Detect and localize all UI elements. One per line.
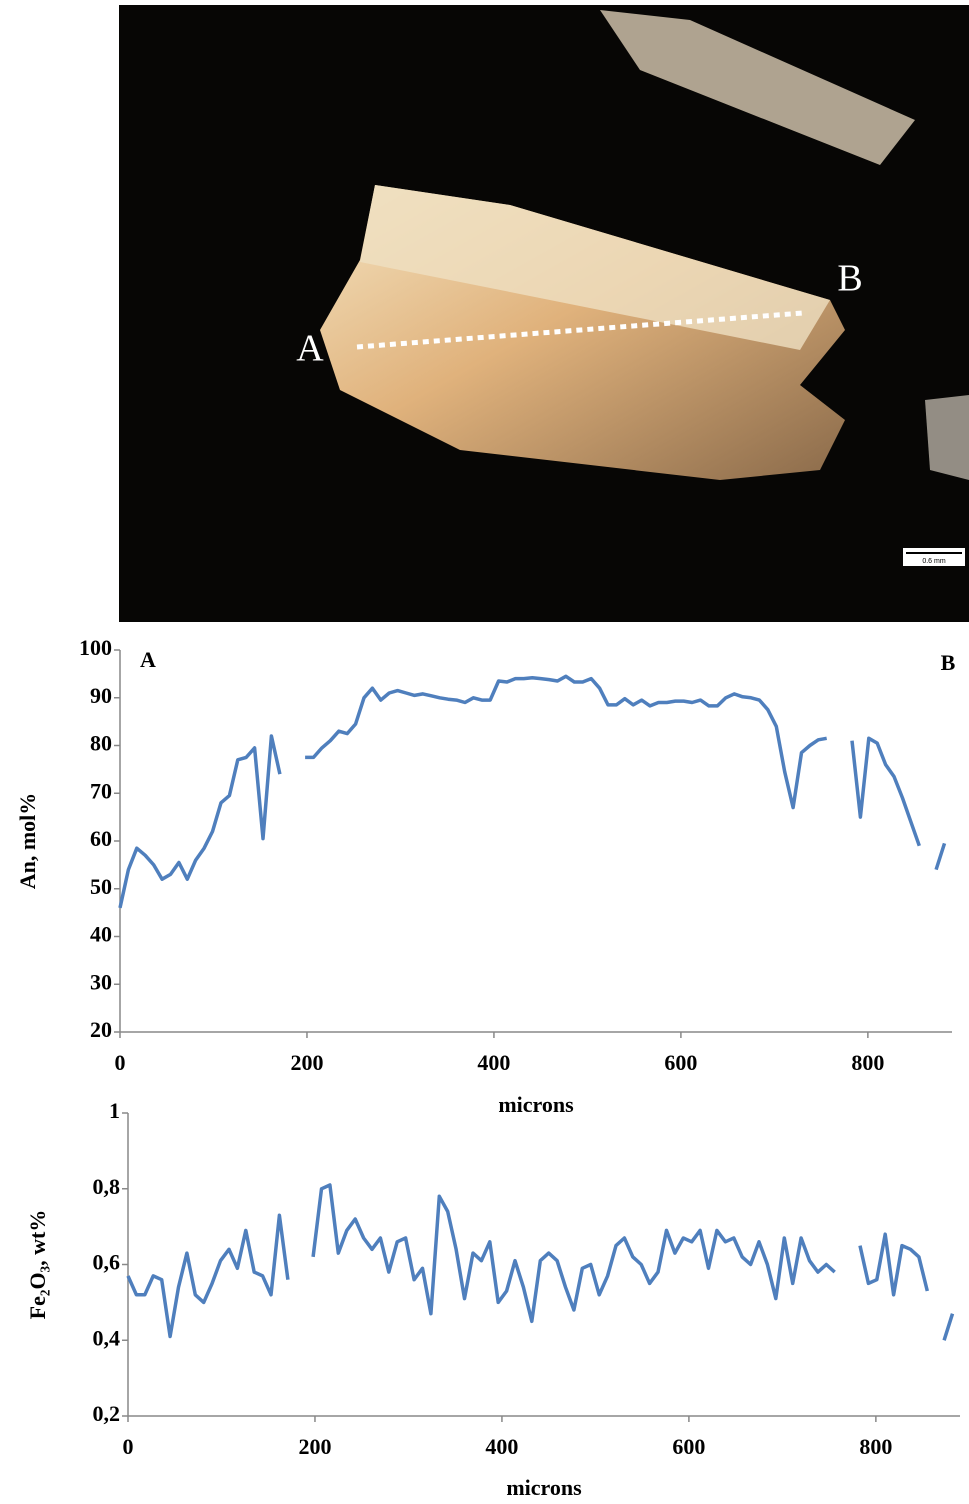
y-tick-label: 0,6 (93, 1250, 121, 1275)
y-tick-label: 40 (90, 922, 112, 947)
crystal (600, 10, 915, 165)
y-tick-label: 0,2 (93, 1401, 121, 1426)
x-tick-label: 800 (851, 1050, 884, 1075)
x-tick-label: 0 (123, 1434, 134, 1459)
chart: 0,2 0,4 0,6 0,8 1 0 200 400 600 800 microns Fe₂O₃, … (25, 1098, 960, 1500)
data-line (118, 674, 947, 909)
x-tick-label: 600 (672, 1434, 705, 1459)
y-tick-label: 0,8 (93, 1174, 121, 1199)
y-tick-label: 0,4 (93, 1325, 121, 1350)
data-line (126, 1183, 955, 1341)
x-tick-label: 200 (298, 1434, 331, 1459)
x-tick-label: 0 (115, 1050, 126, 1075)
y-axis-label: An, mol% (15, 793, 40, 890)
x-tick-label: 200 (290, 1050, 323, 1075)
profile-line (356, 310, 804, 350)
x-tick-label: 600 (664, 1050, 697, 1075)
x-tick-label: 800 (859, 1434, 892, 1459)
y-tick-label: 80 (90, 731, 112, 756)
crystal-zone (360, 185, 830, 350)
x-axis-label: microns (498, 1092, 574, 1117)
annotation: A (140, 647, 156, 672)
y-tick-label: 70 (90, 778, 112, 803)
x-tick-label: 400 (477, 1050, 510, 1075)
chart: 20 30 40 50 60 70 80 90 100 0 200 400 600 800 microns A… (15, 635, 956, 1117)
x-tick-label: 400 (485, 1434, 518, 1459)
photomicrograph: A B 0.6 mm (119, 5, 969, 622)
scale-label: 0.6 mm (922, 558, 946, 565)
y-tick-label: 50 (90, 874, 112, 899)
profile-label: A (296, 328, 324, 370)
y-tick-label: 90 (90, 683, 112, 708)
profile-label: B (837, 258, 862, 300)
y-axis-label: Fe₂O₃, wt% (25, 1210, 50, 1320)
crystal (925, 395, 969, 480)
y-tick-label: 60 (90, 826, 112, 851)
annotation: B (941, 650, 956, 675)
x-axis-label: microns (506, 1475, 582, 1500)
y-tick-label: 1 (109, 1098, 120, 1123)
y-tick-label: 20 (90, 1017, 112, 1042)
y-tick-label: 100 (79, 635, 112, 660)
y-tick-label: 30 (90, 969, 112, 994)
